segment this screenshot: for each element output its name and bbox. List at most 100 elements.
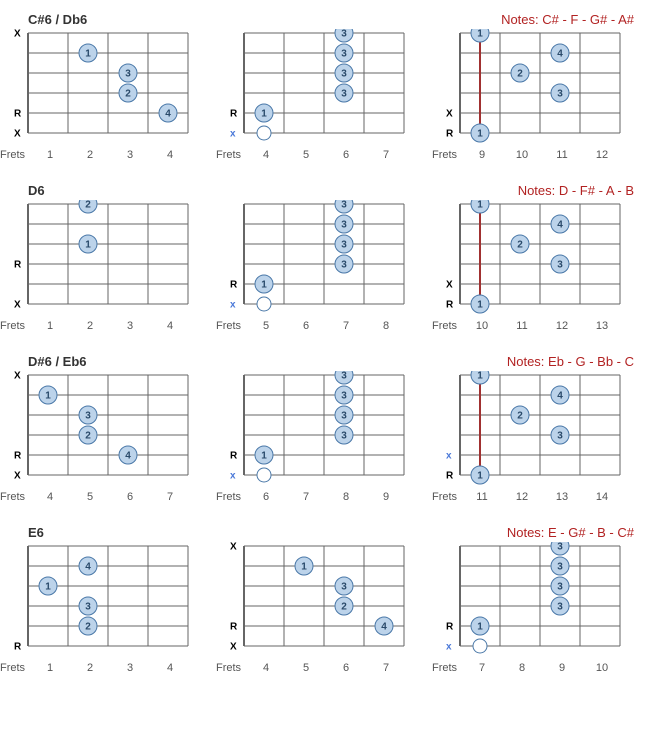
svg-text:4: 4 [165, 109, 171, 120]
svg-text:R: R [230, 622, 238, 633]
fret-numbers: Frets4567 [228, 149, 416, 161]
svg-text:X: X [446, 109, 453, 120]
chord-chart-container: C#6 / Db6Notes: C# - F - G# - A#1324XRXF… [12, 12, 638, 674]
svg-text:1: 1 [85, 240, 91, 251]
chord-diagram: 14231XRFrets9101112 [444, 29, 632, 161]
svg-text:R: R [14, 109, 22, 120]
chord-diagram: 1 4 2 3 1 XR Frets10111213 [444, 200, 632, 332]
svg-text:1: 1 [261, 109, 267, 120]
svg-text:3: 3 [341, 200, 347, 211]
svg-text:X: X [230, 542, 237, 553]
svg-text:x: x [230, 129, 236, 140]
svg-text:3: 3 [341, 49, 347, 60]
chord-notes: Notes: E - G# - B - C# [507, 525, 634, 540]
chord-notes: Notes: C# - F - G# - A# [501, 12, 634, 27]
svg-text:R: R [230, 109, 238, 120]
diagram-group: 1324XRXFrets123433331RxFrets456714231XRF… [12, 29, 638, 161]
svg-text:1: 1 [477, 622, 483, 633]
svg-text:4: 4 [85, 562, 91, 573]
chord-diagram: 33331RxFrets78910 [444, 542, 632, 674]
svg-text:R: R [14, 642, 22, 653]
svg-text:1: 1 [477, 300, 483, 311]
svg-text:X: X [14, 300, 21, 311]
svg-text:3: 3 [341, 220, 347, 231]
svg-text:R: R [230, 451, 238, 462]
chord-header: E6 Notes: E - G# - B - C# [12, 525, 638, 540]
svg-text:3: 3 [341, 29, 347, 40]
svg-text:2: 2 [85, 431, 91, 442]
svg-text:R: R [14, 260, 22, 271]
svg-text:1: 1 [85, 49, 91, 60]
svg-text:1: 1 [477, 371, 483, 382]
svg-text:X: X [14, 471, 21, 482]
fret-numbers: Frets4567 [12, 491, 200, 503]
chord-name: D#6 / Eb6 [28, 354, 87, 369]
svg-text:3: 3 [341, 582, 347, 593]
svg-text:3: 3 [557, 562, 563, 573]
svg-text:X: X [14, 371, 21, 382]
svg-text:R: R [446, 300, 454, 311]
svg-text:3: 3 [557, 542, 563, 553]
svg-text:X: X [230, 642, 237, 653]
chord-diagram: 1324XRXFrets4567 [12, 371, 200, 503]
svg-text:1: 1 [477, 471, 483, 482]
svg-text:X: X [446, 280, 453, 291]
svg-text:R: R [230, 280, 238, 291]
svg-text:R: R [446, 622, 454, 633]
svg-text:4: 4 [125, 451, 131, 462]
svg-text:4: 4 [557, 391, 563, 402]
svg-text:2: 2 [85, 622, 91, 633]
fret-numbers: Frets1234 [12, 320, 200, 332]
svg-text:2: 2 [125, 89, 131, 100]
svg-text:2: 2 [517, 411, 523, 422]
chord-row: E6Notes: E - G# - B - C#4132RFrets123413… [12, 525, 638, 674]
fret-numbers: Frets5678 [228, 320, 416, 332]
diagram-group: 1324XRXFrets456733331RxFrets678914231xRF… [12, 371, 638, 503]
svg-text:3: 3 [341, 69, 347, 80]
fret-numbers: Frets1234 [12, 149, 200, 161]
svg-text:x: x [230, 300, 236, 311]
chord-header: D#6 / Eb6Notes: Eb - G - Bb - C [12, 354, 638, 369]
svg-text:3: 3 [557, 582, 563, 593]
chord-header: D6Notes: D - F# - A - B [12, 183, 638, 198]
svg-text:3: 3 [341, 240, 347, 251]
svg-text:1: 1 [477, 200, 483, 211]
fret-numbers: Frets10111213 [444, 320, 632, 332]
chord-row: D#6 / Eb6Notes: Eb - G - Bb - C 1 3 2 4 X R X Fr… [12, 354, 638, 503]
svg-text:x: x [446, 451, 452, 462]
fret-numbers: Frets11121314 [444, 491, 632, 503]
svg-text:3: 3 [557, 431, 563, 442]
svg-text:4: 4 [557, 220, 563, 231]
svg-text:2: 2 [85, 200, 91, 211]
svg-text:x: x [230, 471, 236, 482]
svg-text:3: 3 [85, 411, 91, 422]
svg-text:2: 2 [341, 602, 347, 613]
svg-text:1: 1 [45, 582, 51, 593]
chord-diagram: 2 1 R X Frets1234 [12, 200, 200, 332]
svg-text:R: R [446, 129, 454, 140]
svg-text:3: 3 [341, 431, 347, 442]
svg-text:3: 3 [341, 411, 347, 422]
svg-text:1: 1 [477, 129, 483, 140]
svg-text:3: 3 [85, 602, 91, 613]
svg-text:1: 1 [45, 391, 51, 402]
svg-text:X: X [14, 29, 21, 40]
svg-text:3: 3 [557, 260, 563, 271]
fret-numbers: Frets6789 [228, 491, 416, 503]
chord-diagram: 33331RxFrets5678 [228, 200, 416, 332]
svg-text:4: 4 [381, 622, 387, 633]
svg-text:2: 2 [517, 240, 523, 251]
svg-text:1: 1 [261, 451, 267, 462]
chord-name: C#6 / Db6 [28, 12, 87, 27]
svg-text:3: 3 [557, 602, 563, 613]
svg-text:x: x [446, 642, 452, 653]
diagram-group: 21RXFrets123433331RxFrets567814231XRFret… [12, 200, 638, 332]
chord-diagram: 1324XRXFrets1234 [12, 29, 200, 161]
chord-header: C#6 / Db6 Notes: C# - F - G# - A# [12, 12, 638, 27]
chord-row: C#6 / Db6Notes: C# - F - G# - A#1324XRXF… [12, 12, 638, 161]
svg-text:3: 3 [557, 89, 563, 100]
svg-text:X: X [14, 129, 21, 140]
chord-diagram: 14231xRFrets11121314 [444, 371, 632, 503]
fret-numbers: Frets9101112 [444, 149, 632, 161]
chord-name: E6 [28, 525, 44, 540]
